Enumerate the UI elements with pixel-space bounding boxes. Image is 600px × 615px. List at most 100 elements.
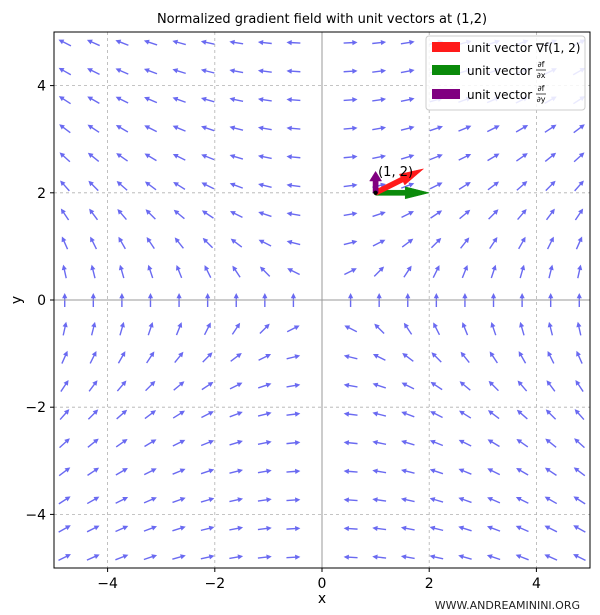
field-arrow-133: [257, 554, 272, 560]
vector-partial-y: [369, 170, 383, 194]
field-arrow-330: [576, 350, 583, 364]
field-arrow-193: [372, 468, 387, 474]
field-arrow-55: [115, 68, 129, 75]
legend-frac-num-x: ∂f: [538, 60, 545, 69]
field-arrow-336: [574, 180, 584, 192]
field-arrow-179: [344, 325, 358, 333]
field-arrow-257: [461, 264, 468, 279]
field-arrow-6: [60, 379, 69, 392]
field-arrow-107: [201, 210, 214, 219]
field-arrow-165: [286, 182, 301, 189]
field-arrow-53: [115, 124, 129, 133]
field-arrow-249: [458, 497, 472, 504]
field-arrow-82: [173, 381, 185, 391]
field-arrow-140: [258, 354, 272, 361]
field-arrow-331: [576, 321, 582, 336]
y-tick-label-0: −4: [25, 507, 46, 523]
field-arrow-68: [146, 237, 155, 250]
field-arrow-215: [401, 382, 415, 390]
field-arrow-27: [90, 321, 97, 336]
field-arrow-231: [429, 468, 444, 475]
field-arrow-76: [172, 554, 186, 560]
field-arrow-11: [61, 236, 69, 250]
field-arrow-183: [343, 211, 358, 217]
field-arrow-305: [544, 525, 558, 533]
field-arrow-58: [143, 525, 157, 532]
field-arrow-101: [201, 381, 214, 391]
legend-swatch-partial-y: [432, 89, 460, 99]
field-arrow-91: [172, 125, 186, 132]
field-arrow-271: [487, 410, 500, 420]
field-arrow-13: [60, 180, 70, 192]
field-arrow-232: [429, 439, 444, 447]
field-arrow-186: [343, 125, 358, 131]
field-arrow-116: [229, 497, 244, 503]
field-arrow-335: [574, 208, 584, 221]
field-arrow-56: [115, 39, 129, 46]
field-arrow-90: [172, 153, 186, 161]
field-arrow-45: [117, 351, 126, 364]
field-arrow-166: [286, 154, 301, 160]
field-arrow-206: [372, 97, 387, 103]
field-arrow-224: [400, 125, 415, 131]
field-arrow-110: [201, 125, 215, 132]
field-arrow-118: [229, 439, 243, 446]
field-arrow-84: [175, 322, 183, 336]
field-arrow-240: [430, 210, 443, 219]
field-arrow-135: [257, 497, 272, 503]
field-arrow-168: [286, 97, 301, 103]
field-arrow-70: [144, 181, 157, 191]
field-arrow-288: [516, 468, 529, 476]
field-arrow-311: [547, 350, 555, 364]
legend-frame: [425, 35, 586, 111]
field-arrow-174: [343, 468, 358, 474]
field-arrow-338: [573, 124, 585, 134]
field-arrow-216: [402, 352, 414, 362]
field-arrow-187: [343, 97, 358, 103]
field-arrow-96: [200, 525, 215, 532]
field-arrow-334: [575, 236, 583, 250]
field-arrow-144: [258, 239, 272, 247]
field-arrow-253: [459, 381, 471, 391]
x-tick-label-0: −4: [97, 576, 118, 592]
field-arrow-20: [86, 525, 100, 533]
field-arrow-162: [287, 268, 300, 276]
field-arrow-145: [258, 211, 272, 218]
field-arrow-77: [172, 525, 186, 532]
field-arrow-3: [58, 467, 71, 477]
field-arrow-297: [517, 208, 527, 220]
field-arrow-60: [143, 468, 157, 476]
field-arrow-65: [147, 321, 154, 336]
field-arrow-308: [545, 438, 557, 448]
field-arrow-73: [144, 96, 158, 104]
field-arrow-170: [286, 40, 301, 46]
field-arrow-108: [201, 182, 215, 190]
field-arrow-93: [172, 68, 186, 75]
field-arrow-132: [229, 39, 244, 45]
field-arrow-298: [516, 181, 528, 191]
field-arrow-147: [257, 154, 272, 160]
field-arrow-304: [544, 554, 558, 561]
field-arrow-37: [86, 39, 100, 47]
field-arrow-39: [115, 525, 129, 533]
field-arrow-23: [87, 438, 99, 448]
field-arrow-62: [144, 410, 157, 420]
field-arrow-314: [548, 264, 554, 279]
field-arrow-326: [573, 467, 586, 477]
field-arrow-333: [577, 264, 583, 279]
field-arrow-251: [458, 439, 472, 447]
field-arrow-113: [200, 39, 215, 45]
field-arrow-238: [432, 265, 440, 278]
field-arrow-277: [489, 237, 498, 250]
field-arrow-43: [116, 409, 128, 420]
field-arrow-31: [89, 208, 99, 221]
field-arrow-319: [544, 124, 557, 133]
legend-frac-den-x: ∂x: [537, 71, 546, 80]
field-arrow-122: [231, 322, 241, 335]
field-arrow-250: [458, 468, 472, 475]
vector-gradient: [374, 168, 424, 196]
field-arrow-41: [115, 468, 128, 476]
field-arrow-235: [431, 352, 442, 363]
field-arrow-243: [429, 125, 443, 132]
field-arrow-293: [519, 321, 525, 336]
